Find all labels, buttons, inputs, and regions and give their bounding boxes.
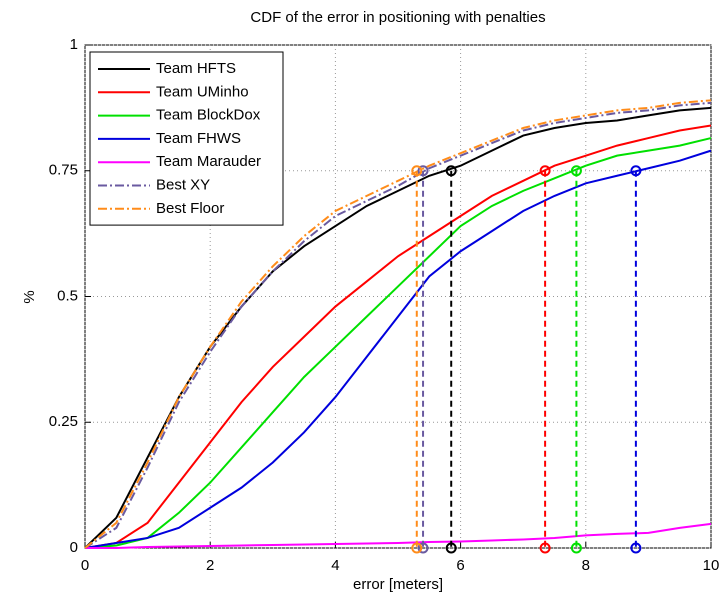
x-tick-label: 4 bbox=[331, 557, 339, 574]
y-tick-label: 1 bbox=[70, 36, 78, 53]
chart-title: CDF of the error in positioning with pen… bbox=[250, 9, 545, 26]
percentile-marker bbox=[411, 165, 423, 177]
percentile-base-marker bbox=[417, 542, 429, 554]
legend-label: Team BlockDox bbox=[156, 107, 261, 124]
legend-label: Team UMinho bbox=[156, 83, 249, 100]
y-tick-label: 0.5 bbox=[57, 287, 78, 304]
cdf-line bbox=[84, 124, 712, 549]
cdf-line bbox=[84, 99, 712, 549]
legend-label: Team HFTS bbox=[156, 60, 236, 77]
percentile-base-marker bbox=[411, 542, 423, 554]
x-tick-label: 0 bbox=[81, 557, 89, 574]
percentile-base-marker bbox=[570, 542, 582, 554]
legend-label: Best XY bbox=[156, 176, 210, 193]
percentile-marker bbox=[630, 165, 642, 177]
x-tick-label: 8 bbox=[582, 557, 590, 574]
x-tick-label: 6 bbox=[456, 557, 464, 574]
legend-label: Team Marauder bbox=[156, 153, 261, 170]
cdf-line bbox=[85, 522, 712, 549]
percentile-marker bbox=[570, 165, 582, 177]
percentile-marker bbox=[417, 165, 429, 177]
legend-label: Team FHWS bbox=[156, 130, 241, 147]
percentile-marker bbox=[445, 165, 457, 177]
percentile-base-marker bbox=[445, 542, 457, 554]
cdf-line bbox=[84, 137, 712, 549]
cdf-line bbox=[84, 149, 712, 549]
legend-label: Best Floor bbox=[156, 200, 224, 217]
x-axis-label: error [meters] bbox=[353, 576, 443, 593]
cdf-line bbox=[84, 101, 712, 549]
y-tick-label: 0.25 bbox=[49, 413, 78, 430]
y-tick-label: 0 bbox=[70, 539, 78, 556]
x-tick-label: 2 bbox=[206, 557, 214, 574]
percentile-base-marker bbox=[630, 542, 642, 554]
percentile-base-marker bbox=[539, 542, 551, 554]
y-tick-label: 0.75 bbox=[49, 162, 78, 179]
x-tick-label: 10 bbox=[703, 557, 720, 574]
y-axis-label: % bbox=[21, 290, 38, 303]
percentile-marker bbox=[539, 165, 551, 177]
